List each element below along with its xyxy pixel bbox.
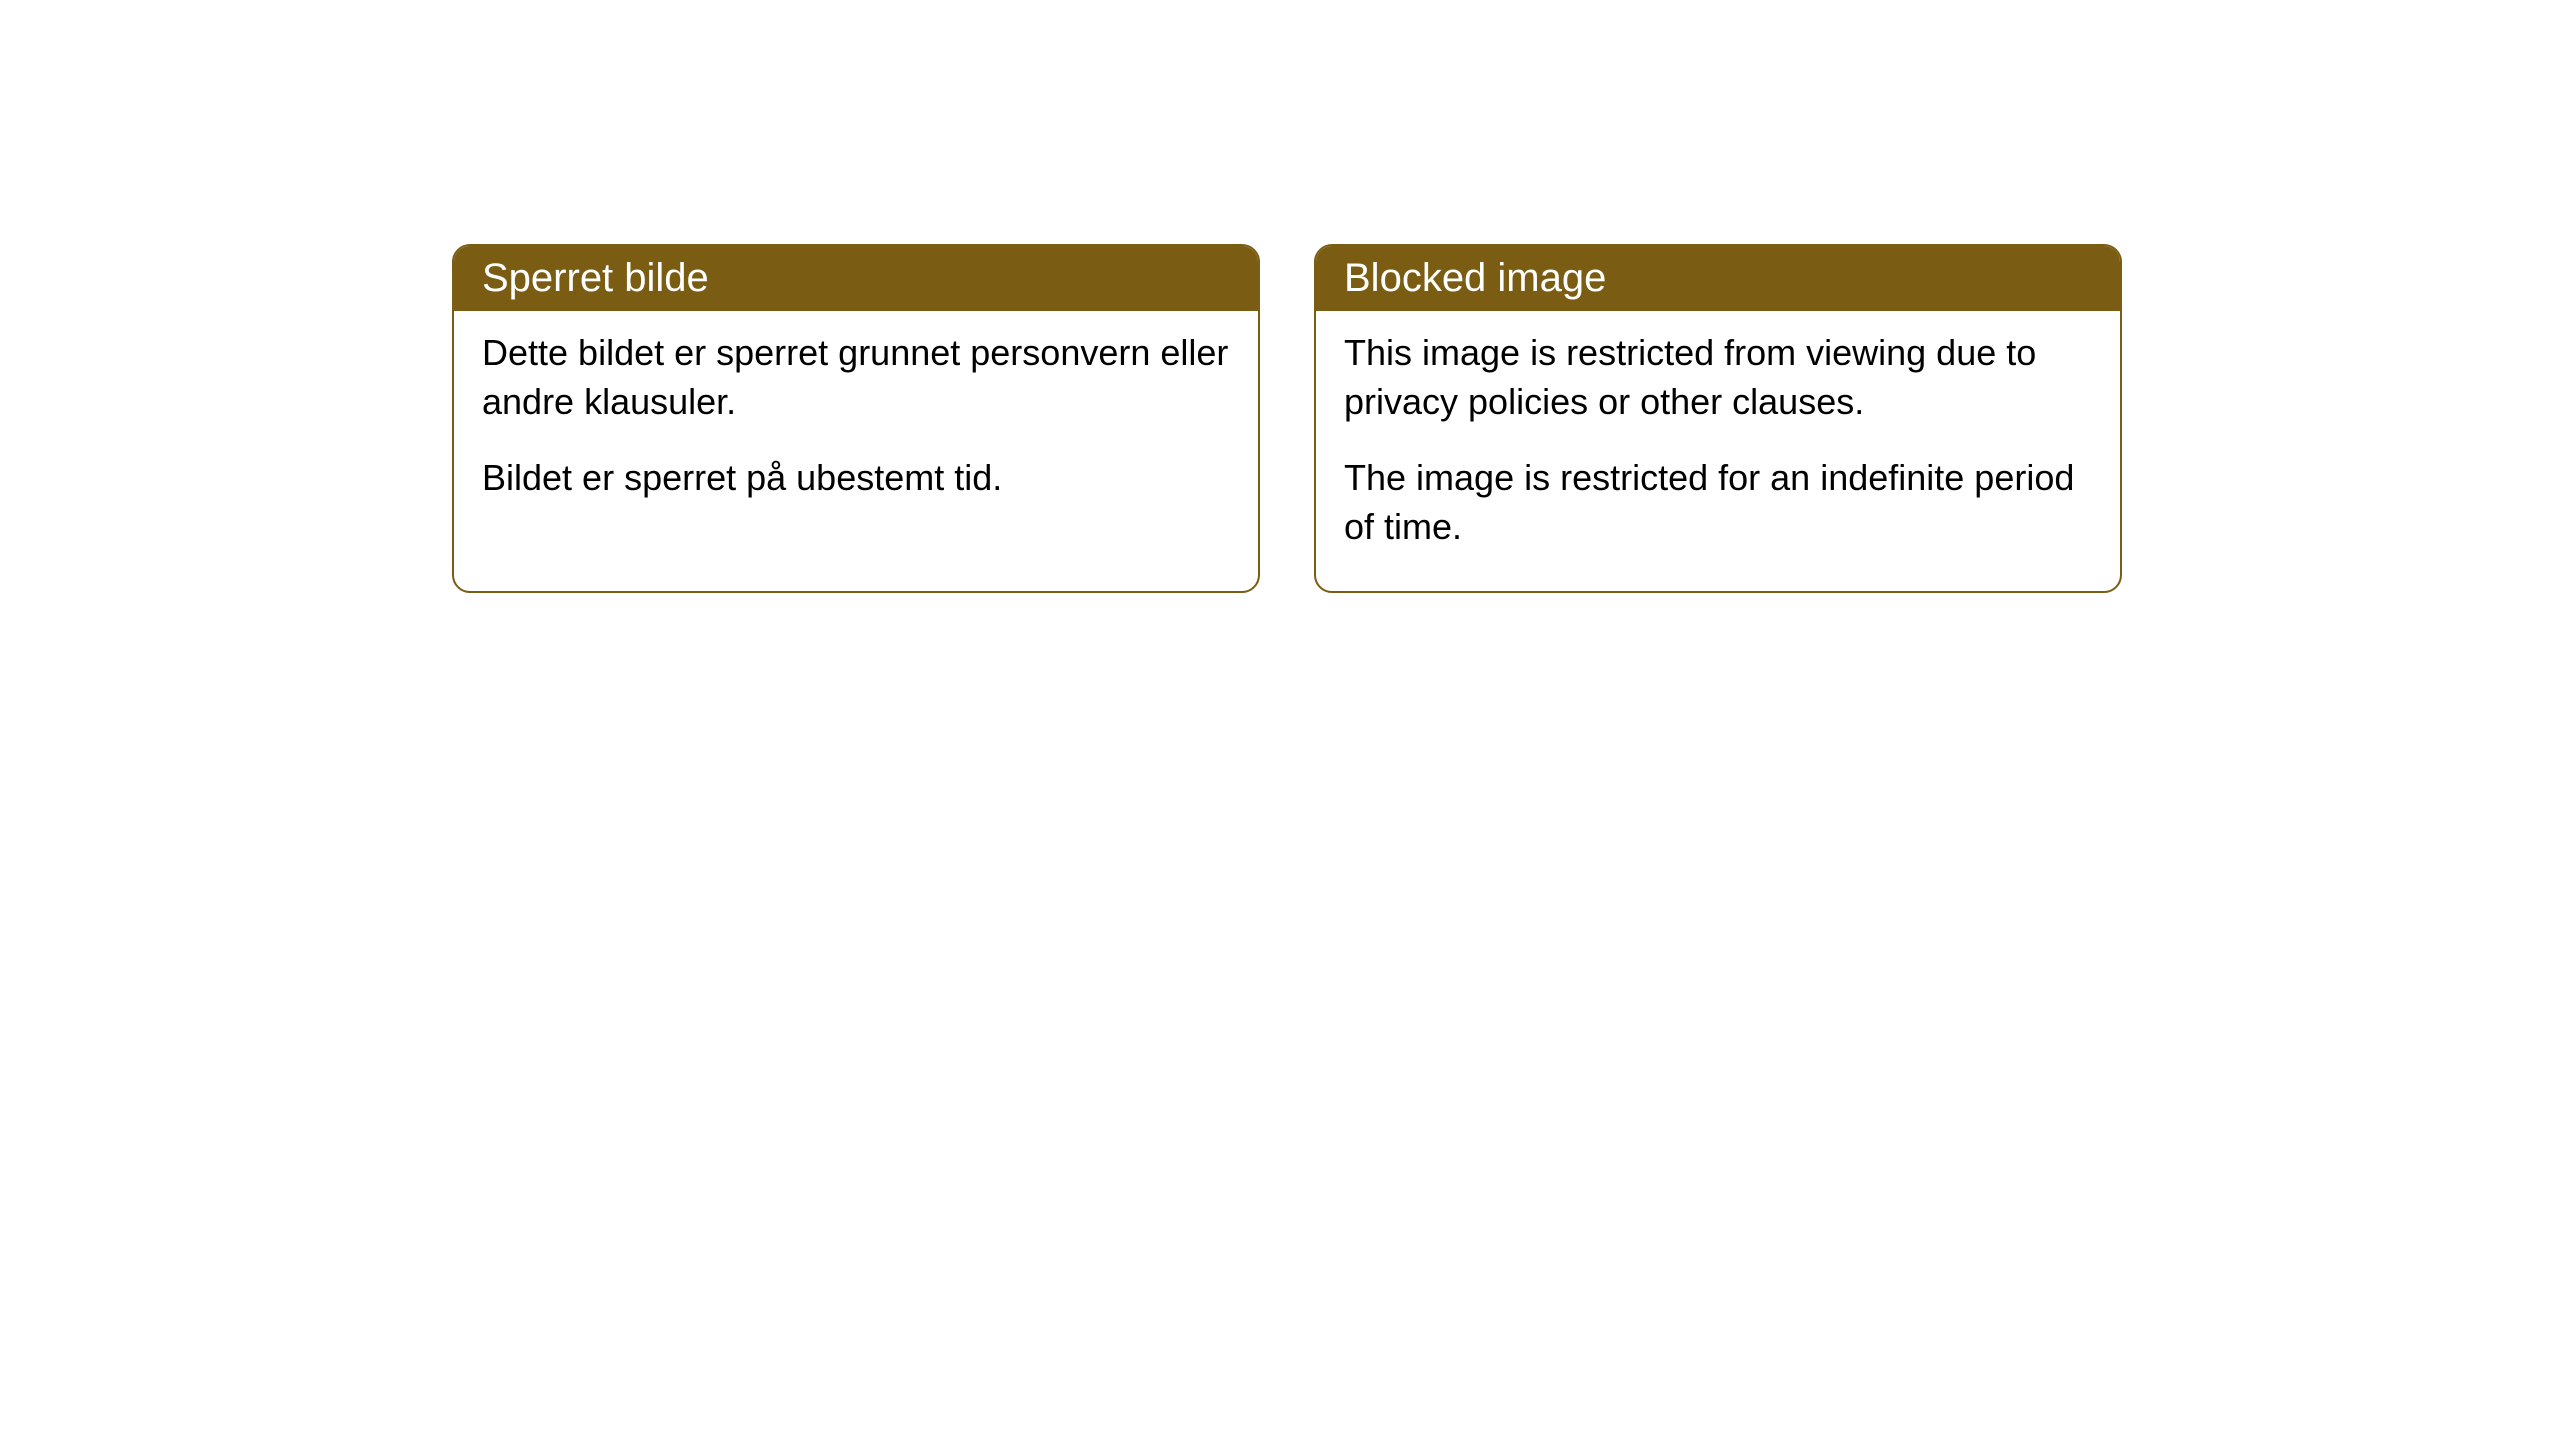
card-body: Dette bildet er sperret grunnet personve… [454,311,1258,543]
card-header: Sperret bilde [454,246,1258,311]
card-title: Sperret bilde [482,256,709,300]
card-header: Blocked image [1316,246,2120,311]
card-paragraph: This image is restricted from viewing du… [1344,329,2092,426]
notice-card-english: Blocked image This image is restricted f… [1314,244,2122,593]
card-body: This image is restricted from viewing du… [1316,311,2120,591]
notice-cards-container: Sperret bilde Dette bildet er sperret gr… [452,244,2122,593]
card-title: Blocked image [1344,256,1606,300]
notice-card-norwegian: Sperret bilde Dette bildet er sperret gr… [452,244,1260,593]
card-paragraph: Bildet er sperret på ubestemt tid. [482,454,1230,503]
card-paragraph: The image is restricted for an indefinit… [1344,454,2092,551]
card-paragraph: Dette bildet er sperret grunnet personve… [482,329,1230,426]
